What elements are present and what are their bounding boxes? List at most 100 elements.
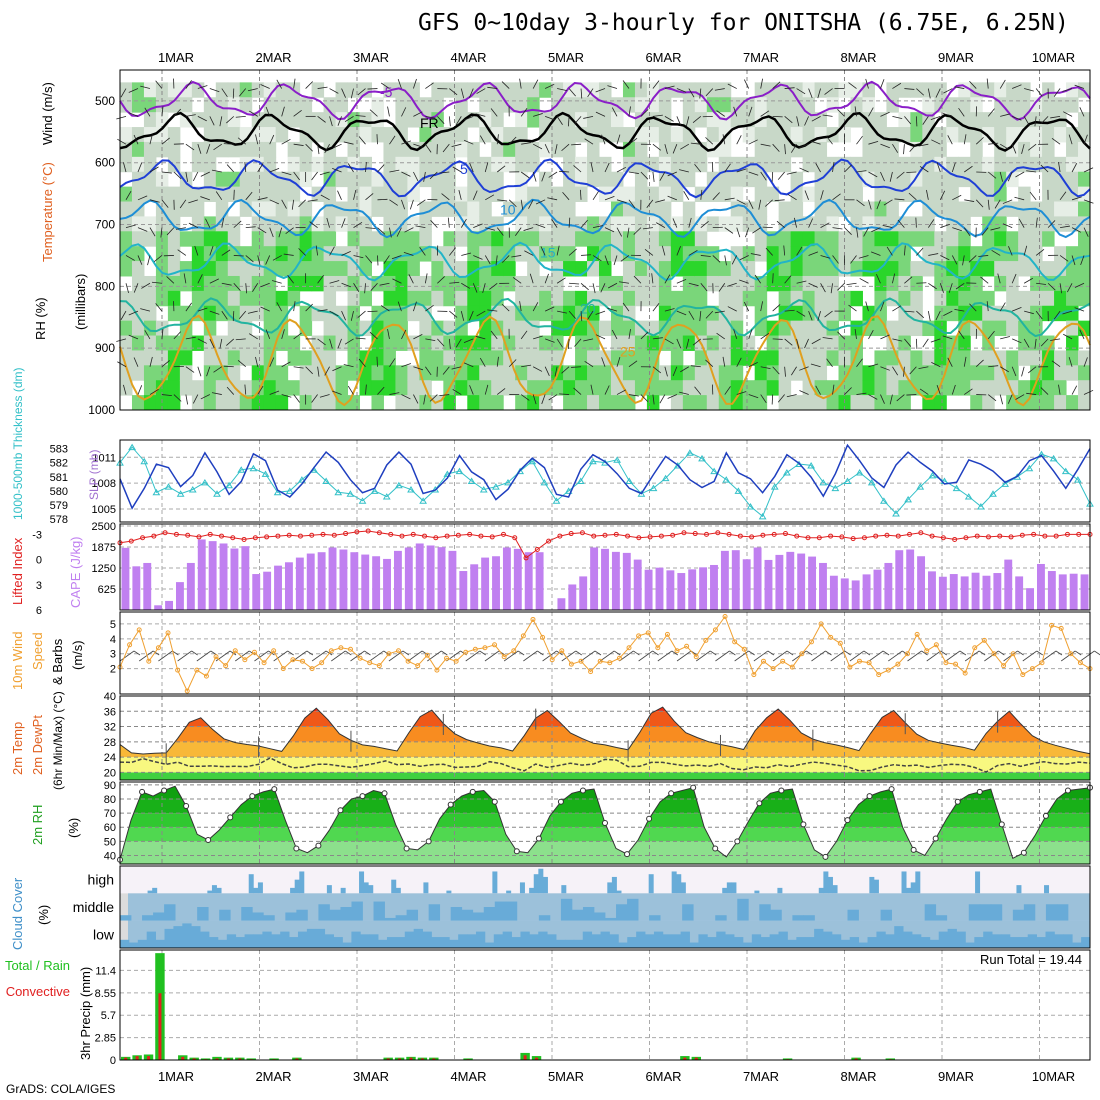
wind-barb <box>777 171 785 180</box>
rh-cell <box>563 141 576 158</box>
rh-cell <box>120 320 133 337</box>
rh-cell <box>215 261 229 277</box>
rh-cell <box>323 261 337 277</box>
cape-bar <box>797 553 806 610</box>
rh-cell <box>670 290 684 307</box>
rh-cell <box>179 365 193 381</box>
wind-speed-point <box>472 646 478 652</box>
wind-barb <box>281 106 285 117</box>
rh-cell <box>634 127 648 143</box>
wind-barb <box>986 301 989 312</box>
rh-cell <box>958 335 971 351</box>
lifted-index-point <box>275 533 281 539</box>
wind-barb <box>954 308 965 312</box>
rh-cell <box>754 141 768 158</box>
rh-cell <box>563 380 576 396</box>
rh-point <box>690 784 697 791</box>
rh-cell <box>443 395 456 411</box>
wind-barb-10m-flag <box>229 650 237 656</box>
wind-barb <box>206 366 211 377</box>
wind-barb <box>501 81 510 89</box>
rh-cell <box>407 261 420 277</box>
rh-cell <box>215 141 229 158</box>
rh-point <box>888 786 895 793</box>
wind-speed-point <box>146 658 152 664</box>
rh-cell <box>622 231 636 247</box>
wind-barb <box>652 143 662 151</box>
rh-cell <box>1066 97 1079 113</box>
wind-barb <box>672 144 678 154</box>
thickness-point <box>819 478 828 486</box>
rh-cell <box>694 246 708 262</box>
rh-cell <box>371 186 384 203</box>
wind-barb <box>461 282 471 289</box>
rh-cell <box>167 186 181 203</box>
rh-cell <box>706 305 720 322</box>
rh-cell <box>347 246 361 262</box>
rh-cell <box>120 186 133 203</box>
wind-barb <box>620 255 630 262</box>
rh-cell <box>491 171 504 188</box>
rh-cell <box>1078 350 1091 366</box>
rh-cell <box>670 320 684 337</box>
wind-barb <box>482 283 486 294</box>
rh-cell <box>994 82 1007 98</box>
wind-barb <box>906 394 917 396</box>
rh-cell <box>886 275 899 292</box>
wind-barb <box>628 106 631 117</box>
wind-barb <box>909 366 917 375</box>
wind-barb <box>367 88 378 90</box>
wind-barb <box>269 168 280 173</box>
wind-barb <box>1024 88 1034 92</box>
slp-tick-1005: 1005 <box>92 504 116 516</box>
lifted-index-point <box>760 532 766 538</box>
wind-barb <box>680 366 690 373</box>
rh-cell <box>802 320 816 337</box>
rh-cell <box>563 97 576 113</box>
lifted-index-point <box>1076 531 1082 537</box>
wind-barb <box>257 197 268 201</box>
rh-point <box>734 838 741 845</box>
wind-barb <box>880 301 885 312</box>
rh-cell <box>646 231 660 247</box>
rh-cell <box>874 380 887 396</box>
lifted-index-point <box>252 535 258 541</box>
cloud-bar-high <box>290 887 296 894</box>
rh-cell <box>287 380 301 396</box>
cape-tick-625: 625 <box>98 584 116 596</box>
wind-barb <box>377 198 388 201</box>
rh-cell <box>862 395 875 411</box>
rh-cell <box>539 186 552 203</box>
thickness-point <box>710 467 719 475</box>
precip-convective-bar <box>386 1058 390 1060</box>
wind-barb <box>616 166 627 173</box>
rh-cell <box>563 82 576 98</box>
rh-cell <box>407 82 420 98</box>
wind-barb <box>408 274 414 284</box>
lifted-index-point <box>241 536 247 542</box>
rh-cell <box>1078 261 1091 277</box>
precip-convective-bar <box>694 1057 698 1060</box>
rh-cell <box>1018 305 1031 322</box>
wind-barb <box>319 394 330 398</box>
wind-barb <box>926 189 929 200</box>
wind-barb <box>425 82 434 89</box>
rh-cell <box>862 246 875 262</box>
rh-cell <box>886 365 899 381</box>
lifted-index-point <box>602 532 608 538</box>
thickness-point <box>964 493 973 500</box>
cape-bar <box>1058 574 1067 610</box>
wind-barb <box>120 310 127 320</box>
thickness-point <box>1025 464 1034 472</box>
precip-convective-bar <box>683 1057 687 1060</box>
rh-cell <box>503 141 516 158</box>
upper-air-label-wind: Wind (m/s) <box>40 82 55 145</box>
rh-point <box>535 835 542 842</box>
rh-cell <box>1066 201 1079 217</box>
rh-cell <box>359 82 372 98</box>
lifted-index-point <box>162 530 168 536</box>
wind-speed-point <box>857 658 863 664</box>
wind-speed-point <box>933 642 939 648</box>
rh-cell <box>886 82 899 98</box>
rh-cell <box>527 112 540 128</box>
